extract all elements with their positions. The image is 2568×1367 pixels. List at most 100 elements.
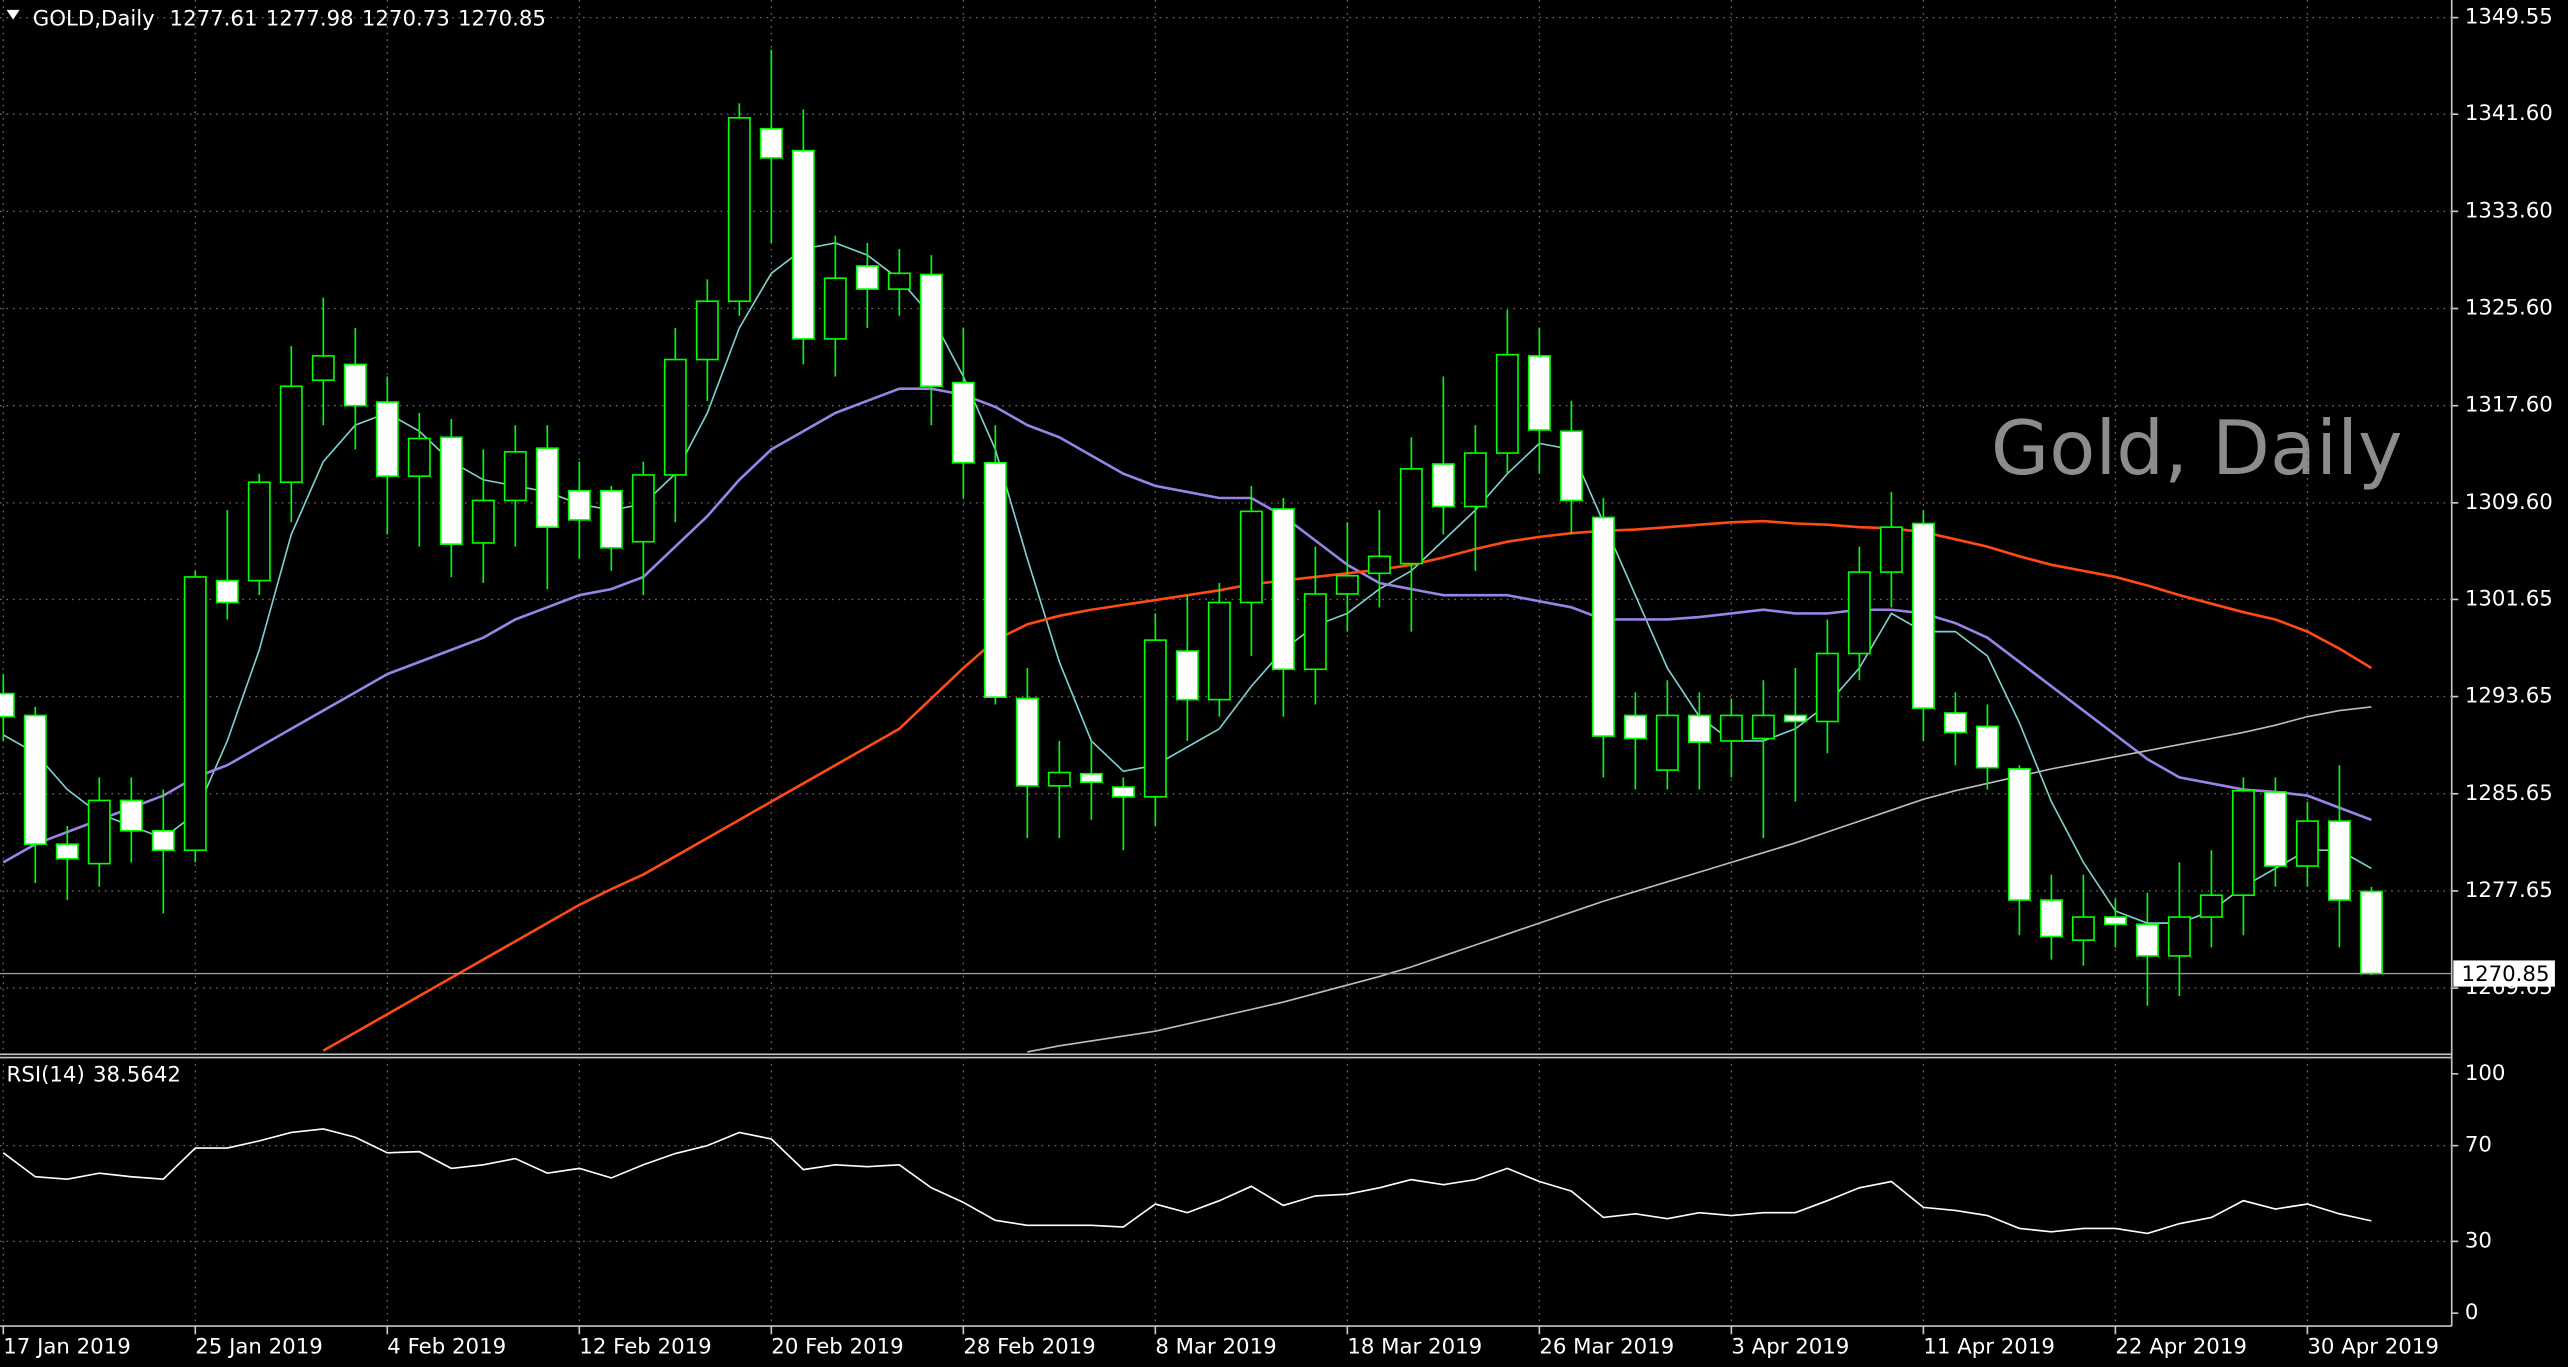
candle [1303, 546, 1327, 705]
candle-body [983, 461, 1007, 699]
candle-body [1591, 516, 1615, 737]
candle-body [2295, 820, 2319, 867]
candle [55, 825, 79, 901]
y-tick-label: 1317.60 [2465, 393, 2553, 418]
candle-body [407, 437, 431, 477]
candle [1463, 425, 1487, 571]
candle-body [311, 355, 335, 382]
candle [1175, 595, 1199, 741]
candle-body [1911, 522, 1935, 709]
x-tick-label: 8 Mar 2019 [1155, 1334, 1276, 1359]
candle [2199, 850, 2223, 948]
candle-body [1751, 714, 1775, 740]
candle [823, 235, 847, 377]
candle-body [567, 489, 591, 521]
x-tick-label: 20 Feb 2019 [771, 1334, 903, 1359]
candle [247, 473, 271, 596]
candle-body [1111, 786, 1135, 798]
candle [1367, 510, 1391, 608]
candle-body [343, 363, 367, 407]
x-tick-label: 26 Mar 2019 [1539, 1334, 1674, 1359]
candle-body [215, 579, 239, 604]
candle-body [1303, 593, 1327, 671]
candle-body [2167, 916, 2191, 957]
candle-body [1271, 508, 1295, 671]
candle-body [1015, 697, 1039, 787]
menu-triangle[interactable] [6, 9, 20, 20]
y-tick-label: 1285.65 [2465, 781, 2553, 806]
y-tick-label: 1309.60 [2465, 490, 2553, 515]
candle-body [2135, 923, 2159, 957]
candle-body [1431, 463, 1455, 508]
candle [1879, 491, 1903, 608]
y-tick-label: 1349.55 [2465, 5, 2553, 30]
close-price: 1270.85 [458, 7, 546, 32]
candle [1527, 327, 1551, 474]
y-tick-label: 1341.60 [2465, 101, 2553, 126]
candle [503, 425, 527, 547]
candle [1271, 498, 1295, 717]
x-tick-label: 30 Apr 2019 [2307, 1334, 2439, 1359]
candle-body [887, 272, 911, 290]
candle-body [1943, 712, 1967, 734]
x-tick-label: 17 Jan 2019 [3, 1334, 131, 1359]
candle [1687, 692, 1711, 790]
rsi-tick-label: 0 [2465, 1300, 2479, 1325]
candle-body [2199, 894, 2223, 918]
candle-body [2007, 768, 2031, 901]
candle [2103, 898, 2127, 948]
candle-body [1079, 772, 1103, 784]
candle-body [1239, 510, 1263, 604]
rsi-tick-label: 100 [2465, 1061, 2506, 1086]
candle-body [183, 576, 207, 852]
rsi-tick-label: 70 [2465, 1133, 2492, 1158]
candle [0, 674, 15, 741]
candle [1015, 668, 1039, 839]
candle-body [1559, 430, 1583, 502]
candle-body [2231, 789, 2255, 897]
candle-body [1815, 652, 1839, 723]
moving-average [2, 387, 2372, 864]
candle-body [151, 829, 175, 852]
candle-body [1495, 353, 1519, 454]
candle-body [951, 381, 975, 464]
rsi-header: RSI(14) 38.5642 [7, 1063, 181, 1088]
candle-body [1207, 601, 1231, 701]
bid-label-box [2453, 960, 2555, 987]
candle [1143, 613, 1167, 826]
candle [983, 425, 1007, 705]
candle [791, 109, 815, 365]
candle-body [1847, 571, 1871, 655]
candle-body [2263, 791, 2287, 867]
bid-label: 1270.85 [2462, 962, 2550, 987]
candle [567, 461, 591, 559]
candle-body [855, 265, 879, 290]
candle [1911, 510, 1935, 741]
candle-body [791, 149, 815, 340]
candle-body [55, 843, 79, 860]
candle-body [919, 273, 943, 388]
candle [759, 49, 783, 243]
candle [439, 419, 463, 577]
y-tick-label: 1333.60 [2465, 198, 2553, 223]
candle-body [2359, 890, 2383, 975]
candle [87, 777, 111, 887]
candle [343, 327, 367, 450]
y-tick-label: 1277.65 [2465, 878, 2553, 903]
y-tick-label: 1325.60 [2465, 296, 2553, 321]
candle-body [2071, 916, 2095, 941]
y-tick-label: 1301.65 [2465, 586, 2553, 611]
x-tick-label: 12 Feb 2019 [579, 1334, 711, 1359]
x-tick-label: 4 Feb 2019 [387, 1334, 506, 1359]
candle [183, 570, 207, 863]
candle-body [1623, 714, 1647, 740]
candle [151, 789, 175, 914]
candle-body [1047, 771, 1071, 787]
candle [2135, 892, 2159, 1006]
rsi-name: RSI(14) [7, 1063, 85, 1088]
candle-body [727, 117, 751, 303]
candle [2263, 777, 2287, 887]
candle [2231, 777, 2255, 936]
